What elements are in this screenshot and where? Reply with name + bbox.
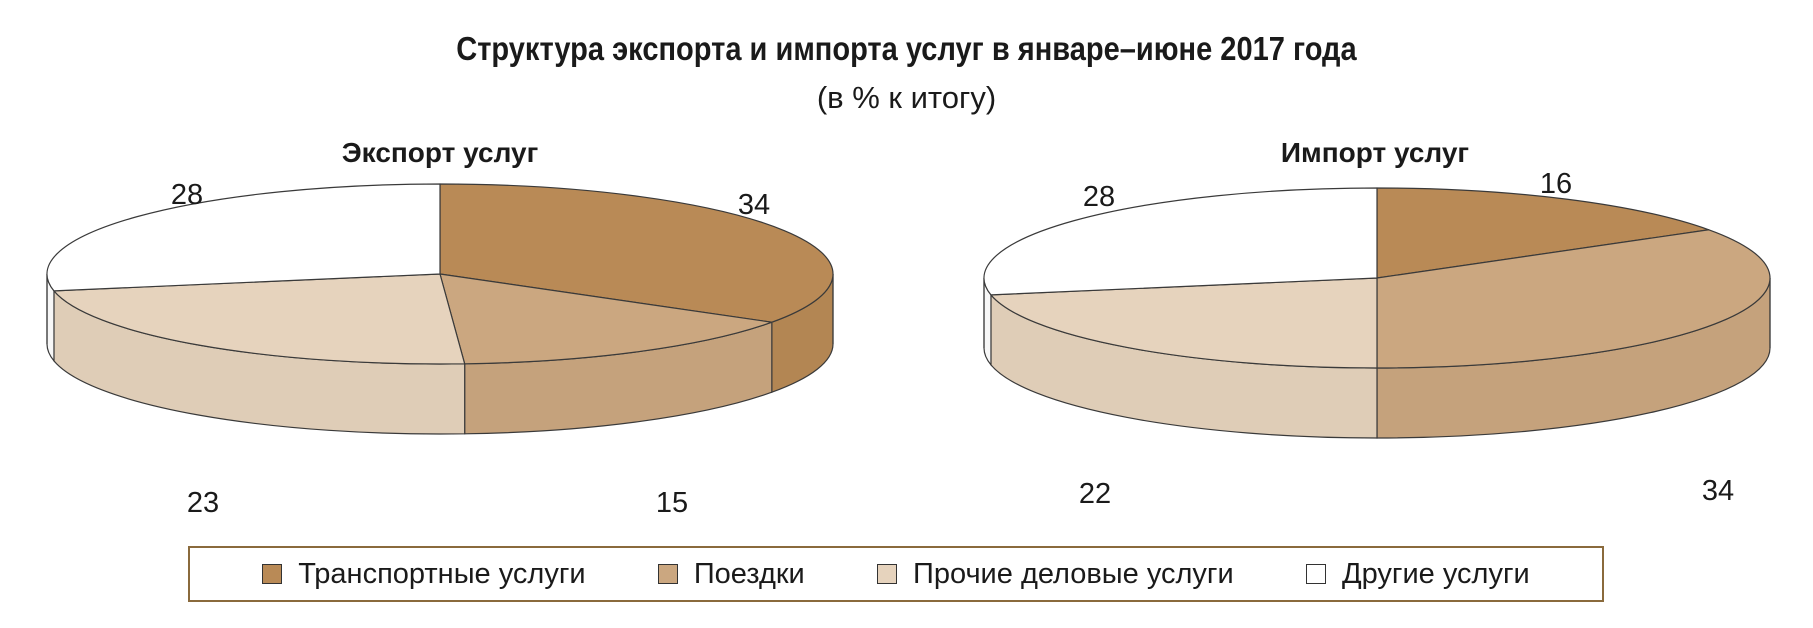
import-slice-travel <box>1376 229 1771 369</box>
import-slice-business <box>990 277 1378 369</box>
legend-label-travel: Поездки <box>693 557 805 590</box>
import-label-business: 22 <box>1079 478 1111 510</box>
export-slice-business <box>53 273 466 365</box>
legend-label-transport: Транспортные услуги <box>298 557 586 590</box>
export-label-travel: 15 <box>656 487 688 519</box>
export-label-transport: 34 <box>738 189 770 221</box>
import-pie-title: Импорт услуг <box>1281 137 1469 168</box>
import-slice-transport <box>1376 187 1710 279</box>
import-label-travel: 34 <box>1702 475 1734 507</box>
export-label-business: 23 <box>187 487 219 519</box>
chart-subtitle: (в % к итогу) <box>816 80 997 115</box>
legend-item-other: Другие услуги <box>1305 557 1530 591</box>
legend-item-business: Прочие деловые услуги <box>876 557 1234 591</box>
legend-item-transport: Транспортные услуги <box>262 557 586 591</box>
import-label-transport: 16 <box>1540 168 1572 200</box>
legend-label-other: Другие услуги <box>1341 557 1530 590</box>
export-pie-title: Экспорт услуг <box>342 137 538 168</box>
export-label-other: 28 <box>171 179 203 211</box>
legend-swatch-transport <box>262 564 283 584</box>
import-pie: Импорт услуг 16 34 22 28 <box>983 137 1771 510</box>
legend-swatch-other <box>1305 564 1326 584</box>
export-slice-travel <box>439 273 773 365</box>
legend-item-travel: Поездки <box>657 557 805 591</box>
legend-swatch-business <box>876 564 897 584</box>
export-slice-transport <box>439 183 834 323</box>
legend: Транспортные услуги Поездки Прочие делов… <box>188 546 1604 602</box>
chart-title: Структура экспорта и импорта услуг в янв… <box>456 30 1357 67</box>
legend-swatch-travel <box>657 564 678 584</box>
import-label-other: 28 <box>1083 181 1115 213</box>
legend-label-business: Прочие деловые услуги <box>912 557 1234 590</box>
export-slice-other <box>46 183 441 292</box>
export-pie: Экспорт услуг 34 15 23 28 <box>46 137 834 519</box>
import-slice-other <box>983 187 1378 296</box>
